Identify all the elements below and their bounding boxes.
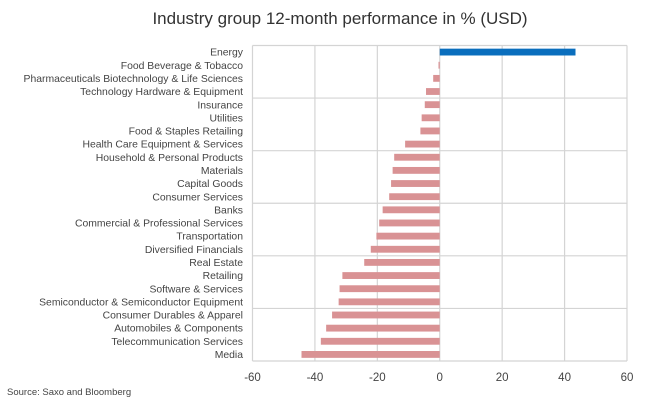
bar-energy [439,48,576,56]
x-tick-label: -20 [369,372,386,384]
category-label: Automobiles & Components [114,324,243,335]
bar-transportation [376,232,440,240]
bar-software-services [339,285,440,293]
x-tick-label: 0 [437,372,443,384]
bar-retailing [342,272,440,279]
category-label: Pharmaceuticals Biotechnology & Life Sci… [24,74,243,85]
chart-title: Industry group 12-month performance in %… [152,9,527,28]
category-label: Consumer Services [152,192,243,203]
category-label: Retailing [203,271,244,282]
bar-media [301,351,440,358]
category-label: Household & Personal Products [96,153,243,164]
bar-telecommunication-services [320,337,440,345]
category-label: Telecommunication Services [111,337,243,348]
category-label: Semiconductor & Semiconductor Equipment [39,297,243,308]
bar-food-staples-retailing [420,127,440,135]
category-label: Transportation [176,232,243,243]
category-label: Insurance [197,100,243,111]
x-tick-label: 20 [496,372,509,384]
category-label: Diversified Financials [145,245,243,256]
category-label: Real Estate [189,258,243,269]
category-label: Commercial & Professional Services [75,219,243,230]
bar-consumer-services [389,193,440,201]
bar-banks [382,206,440,214]
grid-lines [251,44,628,362]
bar-automobiles-components [326,324,440,332]
category-label: Banks [214,205,243,216]
bar-commercial-professional-services [379,219,440,227]
x-tick-labels: -60 -40 -20 0 20 40 60 [244,372,633,384]
bar-diversified-financials [370,245,440,253]
category-label: Energy [210,48,244,59]
category-labels: Energy Food Beverage & Tobacco Pharmaceuti… [24,48,244,361]
bar-utilities [421,114,440,122]
x-tick-label: 40 [558,372,571,384]
x-tick-label: -60 [244,372,261,384]
category-label: Technology Hardware & Equipment [80,87,243,98]
x-tick-label: -40 [307,372,324,384]
category-label: Capital Goods [177,179,243,190]
bar-insurance [424,101,440,109]
category-label: Media [215,350,244,361]
bar-real-estate [364,258,440,266]
bar-food-beverage-tobacco [438,61,440,69]
bar-capital-goods [391,180,440,187]
bar-technology-hardware-equipment [426,88,440,95]
bar-household-personal-products [394,153,440,161]
bar-consumer-durables-apparel [332,311,440,319]
category-label: Software & Services [149,284,243,295]
x-tick-label: 60 [621,372,634,384]
bar-health-care-equipment-services [405,140,440,148]
bar-pharmaceuticals-biotechnology-life-sciences [433,74,440,82]
category-label: Materials [201,166,243,177]
bars [301,48,576,358]
category-label: Health Care Equipment & Services [82,140,243,151]
category-label: Food Beverage & Tobacco [121,61,243,72]
category-label: Consumer Durables & Apparel [103,311,243,322]
bar-semiconductor-semiconductor-equipment [338,298,440,306]
category-label: Utilities [210,113,244,124]
category-label: Food & Staples Retailing [129,127,244,138]
source-note: Source: Saxo and Bloomberg [7,387,131,398]
bar-materials [392,166,440,174]
